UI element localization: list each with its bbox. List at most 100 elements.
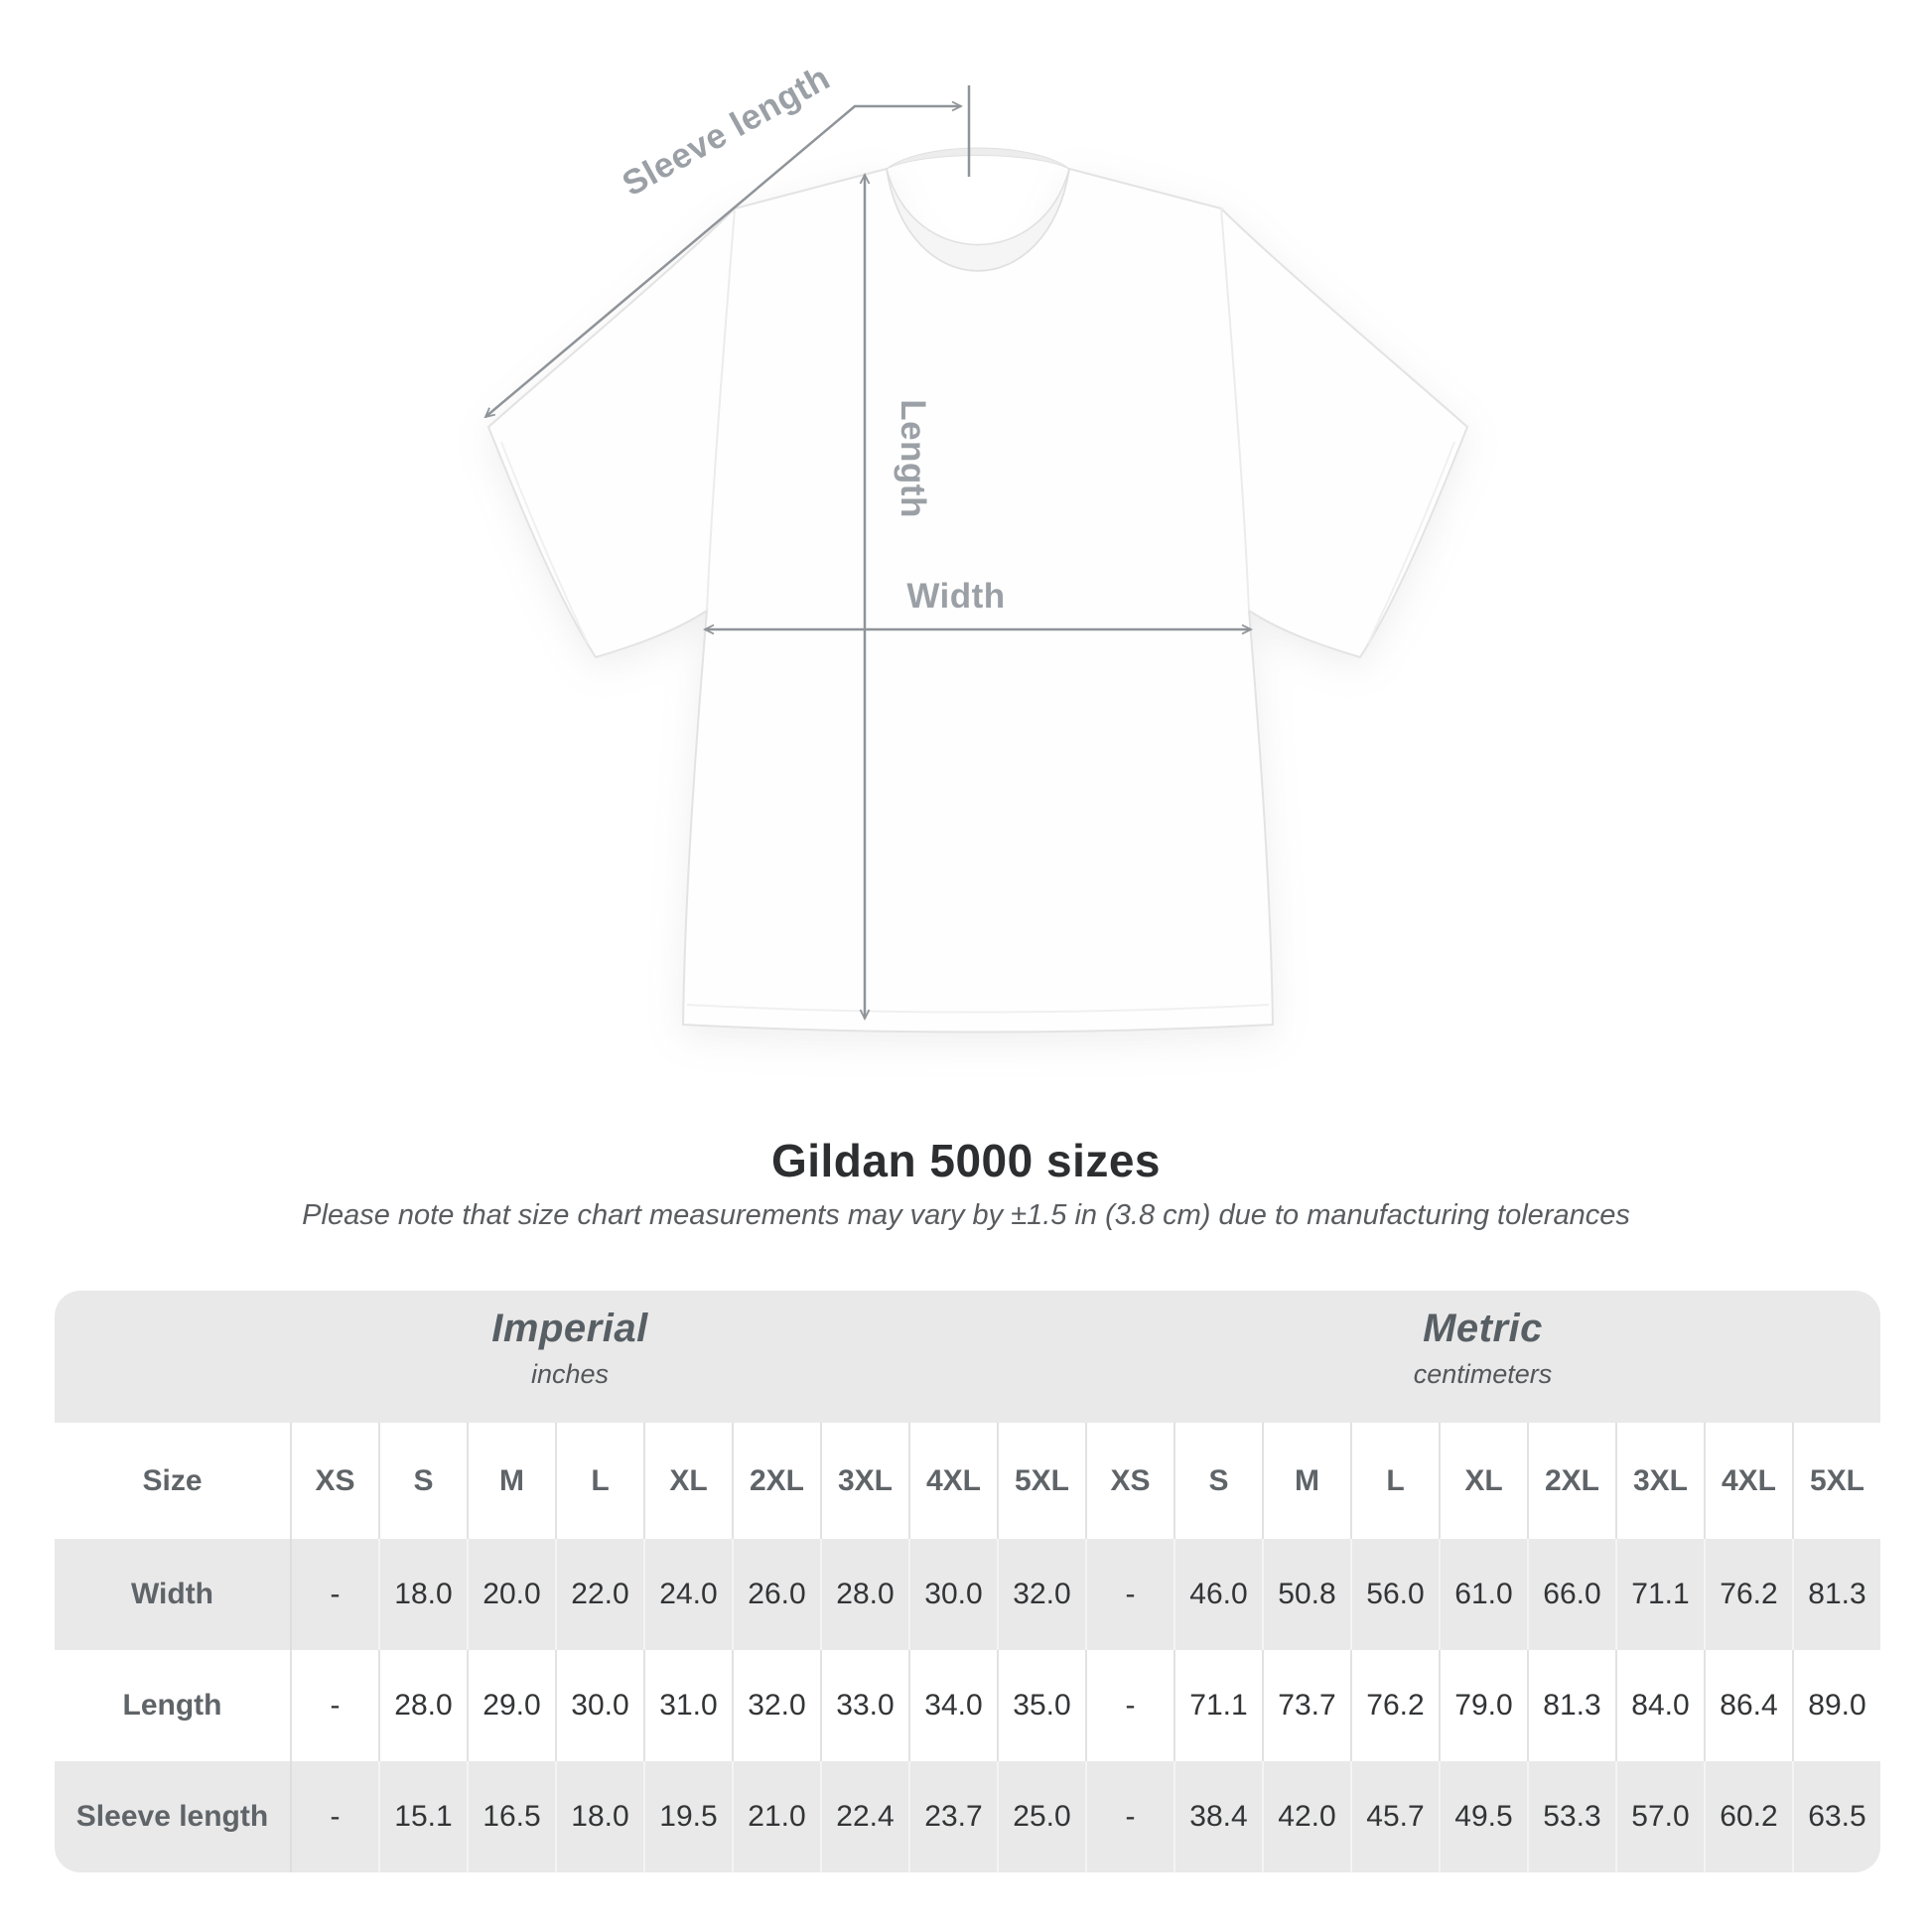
cell-value: 50.8	[1262, 1539, 1350, 1650]
column-header: 3XL	[820, 1423, 908, 1539]
cell-value: 30.0	[555, 1650, 643, 1761]
column-header: L	[1350, 1423, 1439, 1539]
unit-band: Imperial inches Metric centimeters	[55, 1291, 1880, 1423]
cell-value: 53.3	[1527, 1761, 1615, 1872]
sleeve-length-arrow	[483, 100, 964, 419]
right-cuff-stitch	[1367, 441, 1455, 644]
cell-value: 84.0	[1615, 1650, 1704, 1761]
page-subtitle: Please note that size chart measurements…	[302, 1199, 1630, 1231]
column-header: 2XL	[1527, 1423, 1615, 1539]
cell-value: 45.7	[1350, 1761, 1439, 1872]
cell-value: 26.0	[732, 1539, 820, 1650]
right-sleeve-seam	[1220, 207, 1250, 612]
row-label: Length	[122, 1689, 222, 1722]
page-title: Gildan 5000 sizes	[770, 1135, 1162, 1186]
unit-group-unit: inches	[530, 1359, 610, 1389]
column-header: XL	[643, 1423, 732, 1539]
column-header: XS	[1085, 1423, 1173, 1539]
table-row-length: Length -28.0 29.0 30.0 31.0 32.0 33.0 34.0 35.0-…	[55, 1650, 1880, 1761]
cell-value: -	[290, 1650, 378, 1761]
column-header: 2XL	[732, 1423, 820, 1539]
cell-value: 38.4	[1173, 1761, 1262, 1872]
row-label: Sleeve length	[75, 1800, 269, 1833]
cell-value: 79.0	[1439, 1650, 1527, 1761]
cell-value: 18.0	[555, 1761, 643, 1872]
column-header: S	[378, 1423, 467, 1539]
cell-value: 16.5	[467, 1761, 555, 1872]
width-label: Width	[906, 577, 1005, 616]
unit-group-unit: centimeters	[1413, 1359, 1553, 1389]
cell-value: 32.0	[732, 1650, 820, 1761]
row-label: Width	[130, 1578, 214, 1610]
cell-value: 34.0	[908, 1650, 997, 1761]
cell-value: -	[1085, 1539, 1173, 1650]
cell-value: 71.1	[1173, 1650, 1262, 1761]
cell-value: 76.2	[1350, 1650, 1439, 1761]
cell-value: 42.0	[1262, 1761, 1350, 1872]
cell-value: 66.0	[1527, 1539, 1615, 1650]
left-cuff-stitch	[500, 441, 589, 644]
column-header: XL	[1439, 1423, 1527, 1539]
sleeve-length-label: Sleeve length	[616, 59, 836, 205]
cell-value: 29.0	[467, 1650, 555, 1761]
cell-value: 81.3	[1792, 1539, 1880, 1650]
cell-value: 46.0	[1173, 1539, 1262, 1650]
cell-value: 21.0	[732, 1761, 820, 1872]
unit-group-name: Imperial	[491, 1307, 648, 1350]
cell-value: 86.4	[1704, 1650, 1792, 1761]
cell-value: 28.0	[820, 1539, 908, 1650]
collar-back	[886, 147, 1070, 170]
tshirt-diagram-svg: Sleeve length Length Width	[483, 59, 1469, 1034]
cell-value: 30.0	[908, 1539, 997, 1650]
unit-group-imperial: Imperial inches	[55, 1291, 1085, 1423]
cell-value: -	[1085, 1650, 1173, 1761]
cell-value: 76.2	[1704, 1539, 1792, 1650]
column-header: 4XL	[1704, 1423, 1792, 1539]
cell-value: 61.0	[1439, 1539, 1527, 1650]
cell-value: 22.4	[820, 1761, 908, 1872]
cell-value: 81.3	[1527, 1650, 1615, 1761]
cell-value: 57.0	[1615, 1761, 1704, 1872]
cell-value: 33.0	[820, 1650, 908, 1761]
cell-value: 28.0	[378, 1650, 467, 1761]
cell-value: 63.5	[1792, 1761, 1880, 1872]
cell-value: 49.5	[1439, 1761, 1527, 1872]
column-header: L	[555, 1423, 643, 1539]
column-header: XS	[290, 1423, 378, 1539]
cell-value: 31.0	[643, 1650, 732, 1761]
table-row-sleeve-length: Sleeve length -15.1 16.5 18.0 19.5 21.0 22.4 23…	[55, 1761, 1880, 1872]
column-header: S	[1173, 1423, 1262, 1539]
column-header: 3XL	[1615, 1423, 1704, 1539]
cell-value: 60.2	[1704, 1761, 1792, 1872]
cell-value: 32.0	[997, 1539, 1085, 1650]
hem-stitch	[686, 1004, 1270, 1014]
cell-value: 18.0	[378, 1539, 467, 1650]
column-header: 5XL	[1792, 1423, 1880, 1539]
cell-value: 35.0	[997, 1650, 1085, 1761]
cell-value: 22.0	[555, 1539, 643, 1650]
cell-value: 89.0	[1792, 1650, 1880, 1761]
table-row-width: Width -18.0 20.0 22.0 24.0 26.0 28.0 30.0 32.0-4…	[55, 1539, 1880, 1650]
cell-value: 25.0	[997, 1761, 1085, 1872]
size-table: Imperial inches Metric centimeters Size X…	[55, 1291, 1880, 1872]
size-header-row: Size XS S M L XL 2XL 3XL 4XL 5XL XS S M L XL 2XL 3XL 4XL 5…	[55, 1423, 1880, 1539]
column-header: 4XL	[908, 1423, 997, 1539]
cell-value: -	[290, 1539, 378, 1650]
cell-value: -	[1085, 1761, 1173, 1872]
column-header: 5XL	[997, 1423, 1085, 1539]
cell-value: 23.7	[908, 1761, 997, 1872]
cell-value: 15.1	[378, 1761, 467, 1872]
length-label: Length	[894, 399, 932, 518]
cell-value: 56.0	[1350, 1539, 1439, 1650]
column-header-size: Size	[142, 1463, 203, 1497]
cell-value: -	[290, 1761, 378, 1872]
unit-group-name: Metric	[1423, 1307, 1543, 1350]
cell-value: 20.0	[467, 1539, 555, 1650]
unit-group-metric: Metric centimeters	[1085, 1291, 1880, 1423]
column-header: M	[467, 1423, 555, 1539]
cell-value: 19.5	[643, 1761, 732, 1872]
column-header: M	[1262, 1423, 1350, 1539]
cell-value: 71.1	[1615, 1539, 1704, 1650]
cell-value: 24.0	[643, 1539, 732, 1650]
